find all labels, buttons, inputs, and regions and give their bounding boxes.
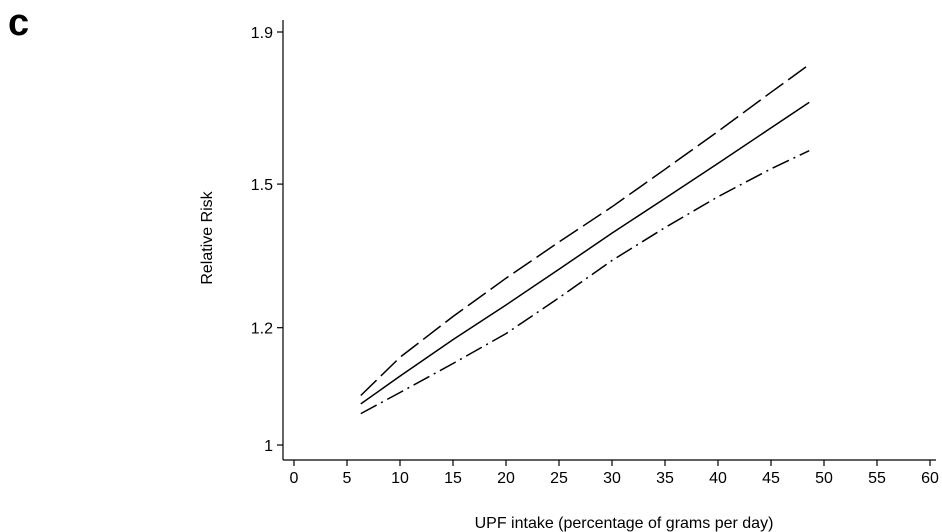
x-tick-label: 0 xyxy=(290,470,299,487)
x-tick-label: 40 xyxy=(709,470,727,487)
x-tick-label: 35 xyxy=(656,470,674,487)
x-tick-label: 25 xyxy=(550,470,568,487)
x-tick-label: 50 xyxy=(815,470,833,487)
x-tick-label: 5 xyxy=(343,470,352,487)
x-tick-label: 55 xyxy=(868,470,886,487)
y-tick-label: 1.2 xyxy=(251,321,273,338)
upper-ci-line xyxy=(360,63,810,397)
x-axis-title: UPF intake (percentage of grams per day) xyxy=(475,515,774,532)
y-tick-label: 1.5 xyxy=(251,177,273,194)
x-tick-label: 30 xyxy=(603,470,621,487)
panel-label: c xyxy=(8,2,30,44)
lower-ci-line xyxy=(360,150,810,415)
x-tick-label: 10 xyxy=(391,470,409,487)
x-tick-label: 45 xyxy=(762,470,780,487)
series-layer xyxy=(360,63,810,415)
x-tick-label: 60 xyxy=(921,470,939,487)
y-tick-label: 1 xyxy=(264,438,273,455)
x-tick-label: 20 xyxy=(497,470,515,487)
estimate-line xyxy=(360,101,810,405)
y-axis-title: Relative Risk xyxy=(199,190,216,284)
y-tick-label: 1.9 xyxy=(251,25,273,42)
axes: 0 5 10 15 20 25 30 35 40 45 50 55 60 1 1.2 1.5 1.9 xyxy=(251,20,939,487)
x-tick-label: 15 xyxy=(444,470,462,487)
